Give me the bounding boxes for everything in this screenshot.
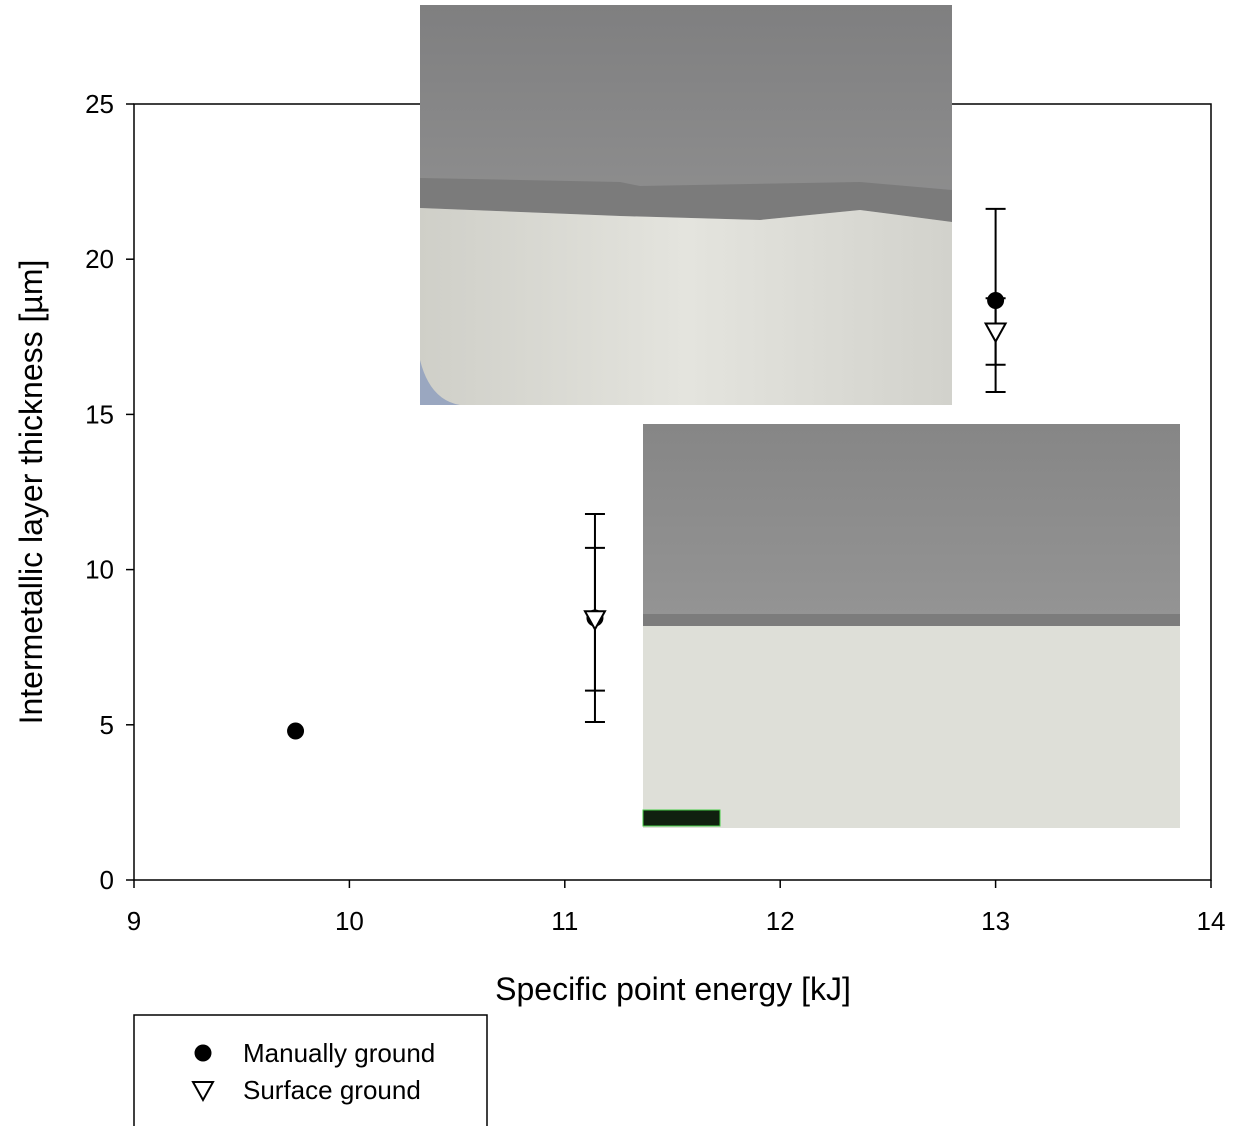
y-tick-label: 20 [85, 244, 114, 274]
legend-label: Surface ground [243, 1075, 421, 1105]
point [287, 722, 305, 740]
y-tick-label: 15 [85, 399, 114, 429]
y-tick-label: 0 [100, 865, 114, 895]
x-tick-label: 14 [1197, 906, 1226, 936]
x-tick-label: 9 [127, 906, 141, 936]
x-tick-label: 12 [766, 906, 795, 936]
x-tick-label: 10 [335, 906, 364, 936]
point [983, 322, 1008, 344]
x-tick-label: 13 [981, 906, 1010, 936]
y-tick-label: 10 [85, 555, 114, 585]
y-tick-label: 5 [100, 710, 114, 740]
x-axis-label: Specific point energy [kJ] [495, 971, 851, 1007]
y-tick-label: 25 [85, 89, 114, 119]
micrograph-inset [420, 5, 952, 405]
x-tick-label: 11 [551, 906, 578, 936]
micrograph-inset [642, 424, 1180, 828]
legend-marker [194, 1044, 212, 1062]
legend-marker [191, 1081, 215, 1103]
legend-box [133, 1014, 488, 1126]
point [987, 291, 1005, 309]
legend-label: Manually ground [243, 1038, 435, 1068]
point [583, 610, 607, 632]
y-axis-label: Intermetallic layer thickness [µm] [13, 260, 49, 725]
